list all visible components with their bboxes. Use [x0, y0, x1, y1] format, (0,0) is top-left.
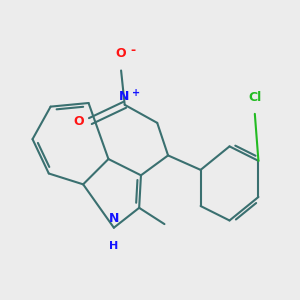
Text: +: + [132, 88, 140, 98]
Text: Cl: Cl [248, 91, 261, 104]
Text: H: H [109, 242, 119, 251]
Text: O: O [74, 115, 84, 128]
Text: N: N [109, 212, 119, 225]
Text: N: N [119, 90, 129, 103]
Text: -: - [130, 44, 135, 57]
Text: O: O [115, 47, 126, 60]
